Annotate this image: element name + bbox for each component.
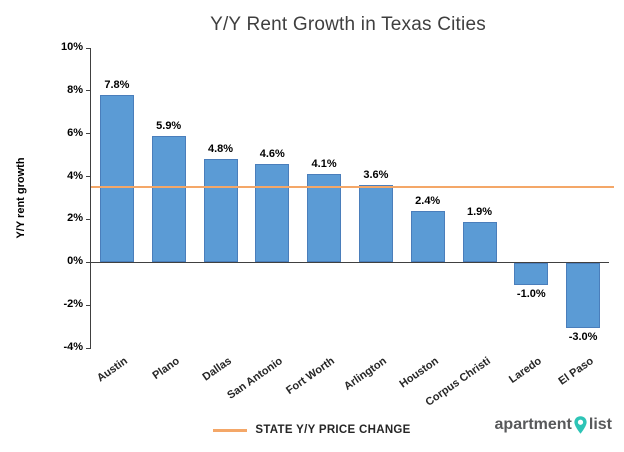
y-tick-mark [86, 347, 91, 349]
chart-title: Y/Y Rent Growth in Texas Cities [210, 14, 486, 35]
bar-value-label: 4.6% [259, 147, 285, 160]
plot-area: 10% 8% 6% 4% 2% 0% -2% -4% 7.8% Austin 5.9% Plano 4.… [61, 41, 615, 409]
bar [410, 210, 445, 263]
y-tick-mark [86, 261, 91, 263]
brand-logo: apartment list [495, 412, 612, 438]
x-tick-label: Arlington [341, 355, 389, 393]
y-tick-label: 6% [67, 126, 83, 139]
logo-pin-icon [573, 415, 588, 435]
bar [307, 174, 342, 263]
y-tick-label: 0% [67, 255, 83, 268]
bar [203, 159, 238, 263]
zero-axis-line [91, 262, 609, 264]
legend: STATE Y/Y PRICE CHANGE [0, 420, 624, 440]
y-tick-mark [86, 133, 91, 135]
y-tick-label: -4% [63, 341, 83, 353]
bar [566, 263, 601, 328]
x-tick-label: Plano [150, 355, 182, 383]
y-tick-label: -2% [63, 298, 83, 311]
x-tick-label: Houston [397, 355, 441, 391]
legend-line-swatch [213, 428, 248, 432]
bar-value-label: 3.6% [363, 169, 389, 182]
y-tick-mark [86, 218, 91, 220]
x-tick-label: San Antonio [225, 355, 286, 402]
y-axis-title: Y/Y rent growth [15, 157, 27, 239]
y-tick-mark [86, 47, 91, 49]
bar-value-label: 1.9% [466, 205, 493, 218]
y-tick-label: 2% [67, 212, 83, 225]
bar-value-label: 4.1% [311, 158, 337, 171]
y-tick-label: 8% [67, 83, 83, 96]
x-tick-label: Fort Worth [284, 355, 337, 397]
x-tick-label: Corpus Christi [422, 355, 493, 409]
bar-value-label: 5.9% [156, 119, 182, 132]
bar [255, 163, 290, 263]
logo-apartment-text: apartment [494, 416, 572, 433]
bar [462, 221, 497, 263]
bar-value-label: -1.0% [516, 287, 546, 300]
bar [514, 263, 549, 285]
y-tick-label: 4% [67, 169, 83, 182]
x-tick-label: Dallas [199, 355, 234, 384]
bar [151, 135, 186, 263]
logo-list-text: list [588, 416, 612, 433]
bar-value-label: 7.8% [104, 79, 130, 92]
bar-value-label: -3.0% [568, 330, 598, 343]
bar [358, 185, 393, 263]
y-tick-label: 10% [60, 41, 83, 53]
state-average-line [91, 186, 615, 189]
bar-value-label: 4.8% [207, 143, 234, 156]
bar [99, 95, 134, 263]
y-tick-mark [86, 304, 91, 306]
y-tick-mark [86, 176, 91, 178]
bar-value-label: 2.4% [415, 194, 441, 207]
x-tick-label: Austin [94, 355, 130, 385]
y-tick-mark [86, 90, 91, 92]
legend-label: STATE Y/Y PRICE CHANGE [255, 424, 411, 436]
